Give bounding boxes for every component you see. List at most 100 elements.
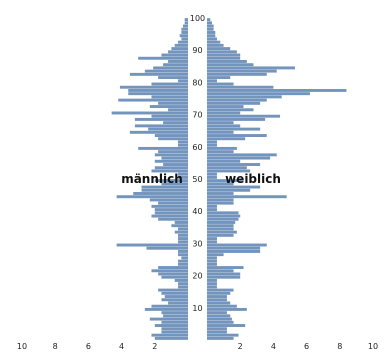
female-bar-age-34 [207, 227, 234, 231]
female-bar-age-64 [207, 130, 234, 134]
female-bar-age-21 [207, 269, 234, 273]
female-bar-age-88 [207, 53, 241, 57]
female-bar-age-12 [207, 298, 227, 302]
male-bar-age-57 [154, 153, 188, 157]
female-bar-age-93 [207, 37, 217, 41]
female-bar-age-62 [207, 137, 246, 141]
male-bar-age-4 [154, 324, 188, 327]
female-bar-age-69 [207, 114, 281, 118]
female-bar-age-40 [207, 208, 217, 212]
female-bar-age-95 [207, 31, 216, 34]
male-bar-age-54 [163, 163, 188, 166]
female-bar-age-24 [207, 259, 217, 263]
age-tick-label: 100 [190, 14, 205, 23]
female-bar-age-43 [207, 198, 234, 202]
age-tick-bg [189, 77, 206, 88]
female-bar-age-57 [207, 153, 277, 157]
female-bar-age-44 [207, 195, 287, 199]
female-bar-age-14 [207, 291, 231, 295]
female-bar-age-71 [207, 108, 254, 112]
male-bar-age-89 [168, 50, 188, 54]
x-tick-right: 8 [337, 342, 342, 351]
male-bar-age-46 [141, 188, 188, 192]
age-tick-bg [189, 174, 206, 184]
male-bar-age-12 [161, 298, 188, 302]
female-bar-age-26 [207, 253, 224, 257]
male-bar-age-93 [181, 37, 188, 41]
female-bar-age-99 [207, 18, 211, 22]
male-bar-age-3 [161, 327, 188, 331]
female-bar-age-90 [207, 47, 231, 51]
male-bar-age-29 [116, 243, 188, 247]
male-bar-age-44 [116, 195, 188, 199]
male-bar-age-72 [149, 105, 188, 109]
age-tick-label: 40 [192, 207, 202, 216]
male-bar-age-78 [119, 85, 188, 89]
male-bar-age-24 [178, 259, 188, 263]
female-bar-age-67 [207, 121, 234, 125]
female-bar-age-16 [207, 285, 217, 289]
x-tick-right: 6 [304, 342, 309, 351]
male-bar-age-56 [161, 156, 188, 160]
age-tick-bg [189, 238, 206, 249]
male-bar-age-10 [151, 304, 188, 308]
male-bar-age-5 [161, 320, 188, 324]
male-bar-age-17 [178, 282, 188, 286]
male-bar-age-18 [174, 278, 188, 282]
female-bar-age-58 [207, 150, 234, 154]
male-bar-age-8 [161, 311, 188, 315]
female-bar-age-72 [207, 105, 244, 109]
x-tick-right: 10 [368, 342, 378, 351]
female-bar-age-54 [207, 163, 261, 166]
female-bar-age-1 [207, 333, 239, 337]
male-bar-age-31 [178, 237, 188, 241]
male-bar-age-51 [178, 172, 188, 176]
female-bar-age-70 [207, 111, 241, 115]
female-bar-age-75 [207, 95, 282, 99]
male-bar-age-41 [151, 204, 188, 208]
male-bar-age-85 [163, 63, 188, 67]
female-bar-age-6 [207, 317, 232, 321]
male-bar-age-76 [128, 92, 188, 96]
female-bar-age-84 [207, 66, 295, 70]
age-tick-bg [189, 270, 206, 281]
female-bar-age-55 [207, 159, 241, 163]
male-bar-age-7 [163, 314, 188, 318]
male-bar-age-91 [174, 43, 188, 47]
male-bar-age-21 [151, 269, 188, 273]
male-bar-age-74 [118, 98, 188, 102]
female-bar-age-48 [207, 182, 234, 186]
female-bar-age-8 [207, 311, 227, 315]
female-bar-age-51 [207, 172, 217, 176]
female-bar-age-53 [207, 166, 247, 170]
male-bar-age-2 [161, 330, 188, 334]
female-bar-age-30 [207, 240, 217, 244]
male-bar-age-83 [144, 69, 188, 73]
female-bar-age-65 [207, 127, 261, 131]
female-bar-age-76 [207, 92, 310, 96]
female-bar-age-38 [207, 214, 241, 218]
female-bar-age-41 [207, 204, 217, 208]
male-bar-age-67 [163, 121, 188, 125]
male-bar-age-68 [134, 117, 188, 121]
male-bar-age-82 [129, 72, 188, 76]
female-bar-age-87 [207, 56, 241, 60]
female-bar-age-32 [207, 233, 234, 237]
female-bar-age-52 [207, 169, 251, 173]
male-bar-age-33 [174, 230, 188, 234]
female-bar-age-82 [207, 72, 267, 76]
male-bar-age-61 [178, 140, 188, 144]
male-bar-age-66 [134, 124, 188, 128]
male-bars [111, 18, 188, 340]
age-tick-bg [189, 302, 206, 313]
x-tick-left: 10 [17, 342, 27, 351]
female-bar-age-10 [207, 304, 237, 308]
female-bar-age-19 [207, 275, 241, 279]
age-tick-label: 30 [192, 239, 202, 248]
female-bar-age-80 [207, 79, 217, 83]
male-bar-age-75 [151, 95, 188, 99]
male-bar-age-28 [146, 246, 188, 250]
female-bar-age-15 [207, 288, 234, 292]
female-bar-age-27 [207, 249, 261, 253]
